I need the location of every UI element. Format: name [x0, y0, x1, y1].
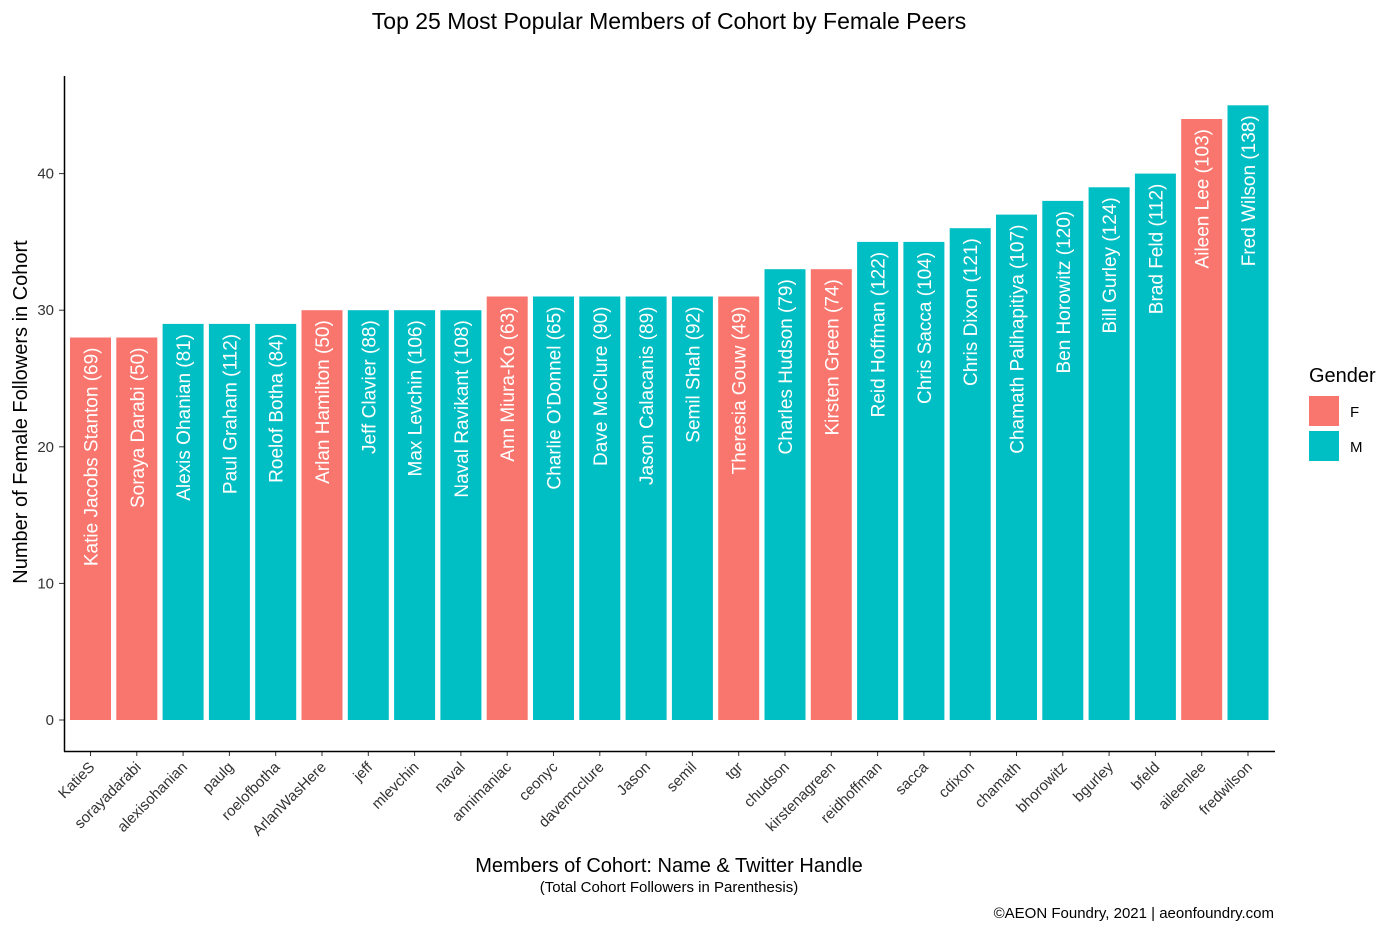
bar-chamath [996, 214, 1037, 720]
x-tick-label: KatieS [55, 759, 98, 802]
bar-label-cdixon: Chris Dixon (121) [961, 238, 982, 386]
bar-label-roelofbotha: Roelof Botha (84) [267, 334, 288, 483]
bar-kirstenagreen [810, 269, 852, 720]
bar-label-bfeld: Brad Feld (112) [1146, 184, 1167, 315]
bar-jeff [347, 310, 389, 720]
bar-sacca [903, 241, 945, 720]
legend-swatch-f [1309, 396, 1339, 426]
bar-label-aileenlee: Aileen Lee (103) [1193, 129, 1214, 268]
bar-fredwilson [1227, 105, 1269, 721]
x-tick-label: ceonyc [516, 758, 562, 804]
bar-label-ceonyc: Charlie O'Donnel (65) [545, 307, 566, 490]
bar-label-paulg: Paul Graham (112) [220, 334, 241, 494]
x-tick-label: bgurley [1070, 758, 1117, 805]
bar-label-chudson: Charles Hudson (79) [776, 279, 797, 454]
bar-paulg [208, 323, 250, 720]
bar-label-semil: Semil Shah (92) [683, 307, 704, 443]
y-tick-label: 40 [37, 166, 54, 183]
bar-roelofbotha [255, 323, 297, 720]
x-tick-label: jeff [349, 758, 376, 785]
y-tick-label: 10 [37, 575, 54, 592]
x-tick-label: semil [663, 759, 700, 796]
bar-label-naval: Naval Ravikant (108) [452, 320, 473, 497]
bar-label-alexisohanian: Alexis Ohanian (81) [174, 334, 195, 501]
bar-chudson [764, 269, 806, 720]
legend-label-m: M [1350, 439, 1363, 456]
bar-KatieS [70, 337, 111, 720]
bar-tgr [718, 296, 760, 720]
bar-cdixon [949, 228, 991, 720]
bar-label-sorayadarabi: Soraya Darabi (50) [128, 348, 149, 509]
legend: Gender F M [1309, 365, 1376, 461]
x-tick-label: bfeld [1128, 759, 1163, 794]
y-axis-ticks: 0 10 20 30 40 [37, 166, 64, 729]
bar-semil [671, 296, 713, 720]
x-tick-label: cdixon [935, 759, 978, 802]
bar-label-chamath: Chamath Palihapitiya (107) [1008, 225, 1029, 454]
bar-alexisohanian [162, 323, 204, 720]
x-tick-label: bhorowitz [1013, 759, 1070, 816]
bar-label-bhorowitz: Ben Horowitz (120) [1054, 211, 1075, 374]
bar-label-sacca: Chris Sacca (104) [915, 252, 936, 404]
caption: ©AEON Foundry, 2021 | aeonfoundry.com [994, 905, 1274, 922]
bars-layer [70, 105, 1269, 721]
bar-label-fredwilson: Fred Wilson (138) [1239, 115, 1260, 266]
x-tick-label: mlevchin [369, 759, 423, 813]
x-axis-subtitle: (Total Cohort Followers in Parenthesis) [540, 879, 798, 896]
bar-label-jeff: Jeff Clavier (88) [359, 320, 380, 454]
bar-label-annimaniac: Ann Miura-Ko (63) [498, 307, 519, 462]
legend-label-f: F [1350, 404, 1359, 421]
bar-Jason [625, 296, 667, 720]
bar-label-ArlanWasHere: Arlan Hamilton (50) [313, 320, 334, 484]
bar-labels-layer: Katie Jacobs Stanton (69) Soraya Darabi (… [82, 115, 1261, 566]
y-tick-label: 20 [37, 439, 54, 456]
x-tick-label: naval [431, 759, 468, 796]
bar-aileenlee [1181, 119, 1223, 720]
bar-ArlanWasHere [301, 310, 343, 720]
bar-label-Jason: Jason Calacanis (89) [637, 307, 658, 485]
x-tick-label: Jason [614, 759, 654, 799]
bar-label-tgr: Theresia Gouw (49) [730, 307, 751, 475]
bar-ceonyc [533, 296, 574, 720]
bar-naval [440, 310, 482, 720]
legend-title: Gender [1309, 365, 1376, 387]
chart-title: Top 25 Most Popular Members of Cohort by… [372, 8, 966, 34]
legend-swatch-m [1309, 431, 1339, 461]
bar-annimaniac [486, 296, 528, 720]
bar-label-mlevchin: Max Levchin (106) [406, 320, 427, 476]
bar-bfeld [1134, 173, 1176, 721]
bar-label-bgurley: Bill Gurley (124) [1100, 197, 1121, 333]
y-tick-label: 0 [46, 712, 54, 729]
y-tick-label: 30 [37, 302, 54, 319]
bar-bhorowitz [1042, 200, 1084, 720]
bar-label-davemcclure: Dave McClure (90) [591, 307, 612, 466]
x-axis-title: Members of Cohort: Name & Twitter Handle [475, 855, 863, 877]
y-axis-title: Number of Female Followers in Cohort [10, 240, 32, 584]
bar-label-KatieS: Katie Jacobs Stanton (69) [82, 348, 103, 567]
bar-label-kirstenagreen: Kirsten Green (74) [822, 279, 843, 435]
bar-reidhoffman [857, 241, 899, 720]
x-tick-label: sacca [892, 758, 932, 798]
x-tick-label: paulg [199, 759, 237, 797]
bar-mlevchin [394, 310, 436, 720]
bar-sorayadarabi [116, 337, 158, 720]
bar-bgurley [1088, 187, 1130, 721]
bar-davemcclure [579, 296, 621, 720]
x-tick-label: tgr [722, 759, 746, 783]
bar-label-reidhoffman: Reid Hoffman (122) [869, 252, 890, 417]
